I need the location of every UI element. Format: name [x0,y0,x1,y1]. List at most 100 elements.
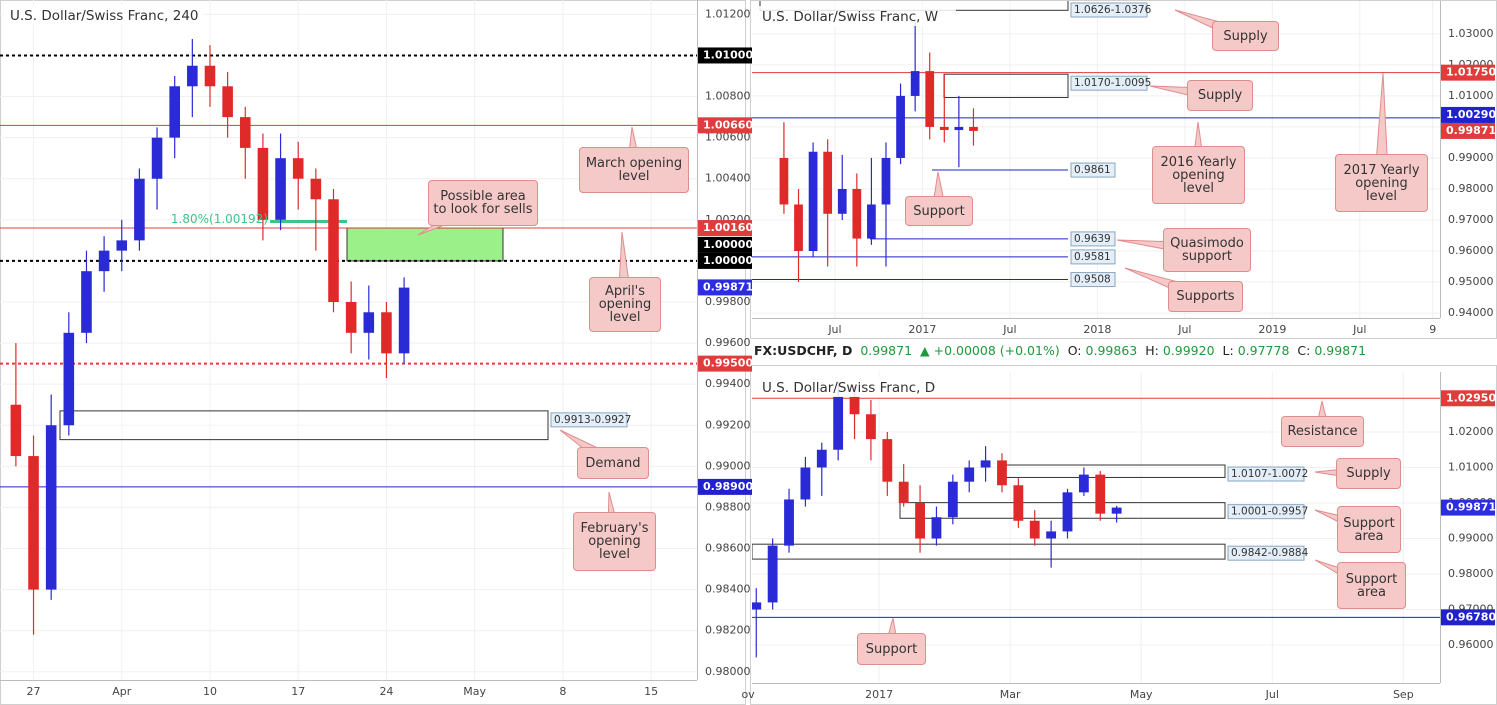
zone-label: 1.0001-0.9957 [1231,506,1308,518]
x-tick-label: Jul [827,323,841,336]
candle-body [779,157,789,205]
candle-body [363,312,375,333]
y-tick-label: 0.99000 [705,459,751,472]
y-tick-label: 0.98000 [705,665,751,678]
zone-label-bg [1227,466,1305,482]
change: ▲ +0.00008 (+0.01%) [920,343,1060,358]
candle-body [292,158,304,179]
y-tick-label: 0.99600 [705,336,751,349]
y-tick-label: 0.99400 [705,377,751,390]
x-tick-label: 15 [644,685,658,698]
candle-body [882,439,893,482]
x-tick-label: 2019 [1258,323,1286,336]
candle-body [187,65,198,87]
candle-body [954,126,964,131]
y-tick-label: 0.96000 [1448,638,1494,651]
x-tick-label: Jul [1177,323,1191,336]
candle-body [849,396,860,415]
candle-body [222,86,233,118]
candle-body [866,414,876,440]
y-tick-label: 0.97000 [1448,213,1494,226]
ohlc-value: 0.99863 [1085,343,1138,358]
ohlc-label: O: [1067,343,1082,358]
candle-body [881,157,891,205]
candle-body [28,456,39,590]
zone-label: 1.0107-1.0072 [1231,468,1308,480]
ohlc-label: L: [1222,343,1234,358]
candle-body [823,151,833,214]
callout: Supports [1168,281,1243,312]
candle-body [345,301,357,333]
candle-body [898,481,909,504]
candle-body [45,425,57,590]
price-tag [698,252,752,269]
price-tag [698,279,752,296]
callout: Support area [1337,506,1401,553]
zone-label-bg [1227,504,1305,520]
candle-body [81,271,92,333]
level-label: 0.9861 [1074,164,1111,176]
price-tag [1441,122,1495,139]
candle-body [204,65,216,87]
x-tick-label: May [463,685,486,698]
y-tick-label: 0.99200 [705,418,751,431]
price-tag [1441,499,1495,516]
price-tag-label: 0.96780 [1446,610,1496,623]
candle-body [398,287,410,354]
candle-body [151,137,163,179]
y-tick-label: 0.96000 [1448,244,1494,257]
y-tick-label: 0.94000 [1448,306,1494,319]
zone-label: 1.0626-1.0376 [1074,4,1152,16]
candle-body [808,151,818,252]
x-tick-label: 17 [291,685,305,698]
plot [752,372,1440,683]
x-tick-label: 2017 [908,323,936,336]
callout: April's opening level [589,277,661,332]
x-tick-label: Jul [1352,323,1366,336]
ohlc-label: C: [1297,343,1311,358]
zone-label-bg [1070,75,1148,91]
x-tick-label: 24 [379,685,393,698]
price-tag [1441,609,1495,626]
candle-body [63,332,75,426]
price-tag-label: 0.98900 [703,480,753,493]
callout: Quasimodo support [1163,228,1251,272]
chart-title: U.S. Dollar/Swiss Franc, W [762,9,938,25]
price-tag [1441,390,1495,407]
level-label-bg [1070,231,1116,247]
candle-body [867,204,876,239]
y-tick-label: 0.99800 [705,295,751,308]
candle-body [1095,474,1106,514]
price-tag-label: 1.00000 [703,254,753,267]
y-tick-label: 0.98600 [705,542,751,555]
x-tick-label: 2017 [865,688,893,701]
title-bg [4,5,204,25]
x-tick-label: May [1130,688,1153,701]
last-price: 0.99871 [860,343,913,358]
y-tick-label: 1.02000 [1448,425,1494,438]
chart-title: U.S. Dollar/Swiss Franc, 240 [10,8,199,24]
zone-label-bg [1070,2,1148,18]
candle-body [969,126,978,131]
candle-body [910,71,920,96]
callout: Supply [1336,458,1401,489]
x-tick-label: Jul [1002,323,1016,336]
x-tick-label: Mar [1000,688,1021,701]
price-tag [1441,64,1495,81]
x-tick-label: 9 [1429,323,1436,336]
panel-border [0,0,746,705]
price-tag [698,47,752,64]
y-tick-label: 0.98200 [705,624,751,637]
candle-body [310,178,322,200]
candle-body [134,178,145,241]
candle-body [947,481,958,518]
y-tick-label: 0.99000 [1448,532,1494,545]
callout: Supply [1212,21,1279,51]
zone [943,73,1069,98]
y-tick-label: 0.99000 [1448,151,1494,164]
candle-body [1046,531,1057,539]
candle-body [896,95,905,158]
callout: Support area [1337,562,1406,609]
symbol-header: FX:USDCHF, D 0.99871 ▲ +0.00008 (+0.01%)… [754,343,1370,358]
